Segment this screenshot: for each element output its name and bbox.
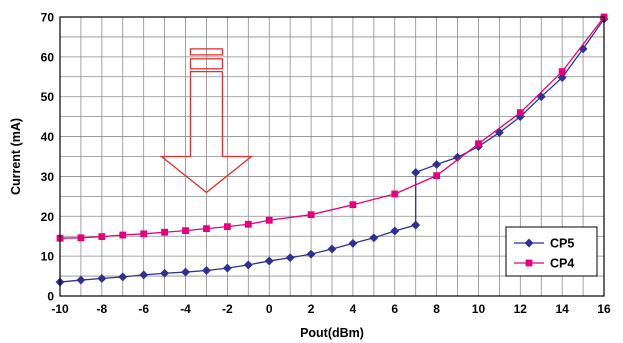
legend-marker-shape (524, 238, 534, 248)
data-point-cp5 (306, 249, 316, 259)
x-tick-label: -10 (51, 302, 69, 316)
x-tick-label: 2 (308, 302, 315, 316)
legend-entry-cp5: CP5 (550, 237, 574, 251)
legend-box (505, 226, 598, 277)
data-point-cp5 (411, 220, 421, 230)
data-point-cp5 (285, 253, 295, 263)
x-tick-label: -4 (180, 302, 191, 316)
arrow-stripe (189, 58, 224, 70)
data-point-cp4 (77, 234, 85, 242)
data-point-cp5 (411, 167, 421, 177)
data-point-cp4 (558, 68, 566, 76)
x-tick-label: 8 (433, 302, 440, 316)
data-point-cp4 (307, 211, 315, 219)
y-tick-label: 40 (41, 130, 55, 144)
data-point-cp4 (244, 220, 252, 228)
x-tick-label: 4 (350, 302, 357, 316)
y-tick-label: 60 (41, 50, 55, 64)
y-tick-label: 20 (41, 210, 55, 224)
data-point-cp4 (182, 227, 189, 235)
data-point-cp4 (433, 172, 441, 180)
y-axis-label: Current (mA) (9, 118, 23, 195)
legend-marker-cp5 (524, 238, 534, 248)
data-point-cp5 (348, 238, 358, 248)
down-arrow-annotation (159, 48, 254, 194)
data-point-cp5 (452, 152, 463, 162)
x-tick-label: -2 (222, 302, 233, 316)
data-point-cp4 (119, 231, 127, 239)
y-tick-label: 30 (41, 170, 55, 184)
data-point-cp4 (223, 223, 231, 231)
y-tick-label: 50 (41, 90, 55, 104)
data-point-cp5 (97, 273, 107, 284)
data-point-cp4 (161, 228, 169, 236)
data-point-cp5 (222, 263, 232, 273)
data-point-cp4 (475, 140, 482, 148)
data-point-cp5 (160, 268, 170, 278)
x-tick-label: 14 (555, 302, 569, 316)
legend-entry-cp4: CP4 (550, 257, 574, 271)
y-tick-label: 10 (41, 250, 55, 264)
arrow-body (159, 70, 254, 194)
data-point-cp5 (369, 233, 379, 243)
x-axis-label: Pout(dBm) (300, 326, 364, 340)
data-point-cp5 (139, 270, 149, 280)
data-point-cp5 (327, 244, 337, 254)
data-point-cp5 (243, 260, 253, 270)
x-tick-label: 6 (391, 302, 398, 316)
series-group (55, 13, 609, 287)
plot-frame (59, 16, 605, 297)
data-point-cp4 (516, 109, 524, 117)
data-point-cp5 (432, 159, 442, 170)
x-tick-label: 16 (597, 302, 611, 316)
legend-marker-shape (525, 259, 533, 267)
data-point-cp5 (118, 272, 128, 282)
data-point-cp5 (557, 73, 567, 83)
data-point-cp4 (349, 201, 357, 209)
y-tick-label: 0 (47, 290, 54, 304)
x-tick-label: -8 (97, 302, 108, 316)
data-point-cp4 (98, 233, 106, 241)
tick-labels: -10 -8 -6 -4 -2 0 2 4 6 8 10 12 14 16 0 10 20 30 40 50 60 70 (41, 11, 611, 317)
legend: CP5 CP4 (505, 226, 598, 277)
data-point-cp5 (201, 265, 212, 276)
x-tick-label: 12 (514, 302, 528, 316)
legend-marker-cp4 (525, 259, 533, 267)
x-tick-label: 0 (266, 302, 273, 316)
data-point-cp5 (390, 226, 400, 236)
data-point-cp4 (391, 190, 399, 198)
data-point-cp4 (265, 216, 273, 224)
x-tick-label: 10 (472, 302, 486, 316)
series-cp4 (56, 13, 608, 242)
x-tick-label: -6 (138, 302, 149, 316)
data-point-cp5 (264, 256, 274, 266)
data-point-cp4 (203, 225, 210, 233)
data-point-cp5 (180, 267, 191, 277)
data-point-cp5 (76, 275, 86, 285)
series-line-cp5 (59, 18, 605, 283)
arrow-stripe (189, 48, 224, 56)
y-tick-label: 70 (41, 11, 55, 25)
data-point-cp4 (140, 230, 148, 238)
